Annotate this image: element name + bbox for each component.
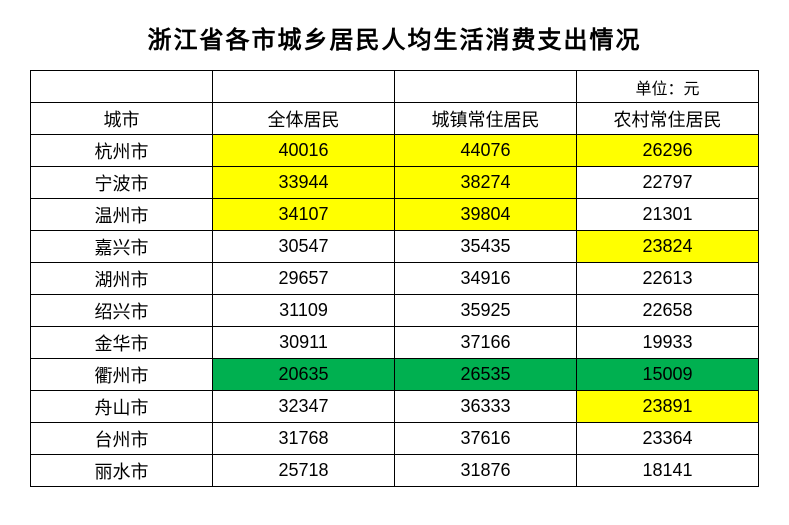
header-row: 城市 全体居民 城镇常住居民 农村常住居民 — [31, 103, 759, 135]
col-header-urban: 城镇常住居民 — [395, 103, 577, 135]
value-cell: 34916 — [395, 263, 577, 295]
value-cell: 36333 — [395, 391, 577, 423]
value-cell: 44076 — [395, 135, 577, 167]
value-cell: 23824 — [577, 231, 759, 263]
col-header-all: 全体居民 — [213, 103, 395, 135]
city-cell: 宁波市 — [31, 167, 213, 199]
blank-cell — [213, 71, 395, 103]
value-cell: 31768 — [213, 423, 395, 455]
value-cell: 30911 — [213, 327, 395, 359]
col-header-rural: 农村常住居民 — [577, 103, 759, 135]
value-cell: 22613 — [577, 263, 759, 295]
city-cell: 衢州市 — [31, 359, 213, 391]
value-cell: 15009 — [577, 359, 759, 391]
value-cell: 32347 — [213, 391, 395, 423]
city-cell: 湖州市 — [31, 263, 213, 295]
city-cell: 丽水市 — [31, 455, 213, 487]
city-cell: 金华市 — [31, 327, 213, 359]
city-cell: 舟山市 — [31, 391, 213, 423]
table-row: 舟山市323473633323891 — [31, 391, 759, 423]
unit-row: 单位：元 — [31, 71, 759, 103]
table-row: 湖州市296573491622613 — [31, 263, 759, 295]
value-cell: 33944 — [213, 167, 395, 199]
city-cell: 台州市 — [31, 423, 213, 455]
city-cell: 杭州市 — [31, 135, 213, 167]
table-row: 嘉兴市305473543523824 — [31, 231, 759, 263]
blank-cell — [31, 71, 213, 103]
value-cell: 26535 — [395, 359, 577, 391]
table-title: 浙江省各市城乡居民人均生活消费支出情况 — [30, 20, 759, 55]
value-cell: 18141 — [577, 455, 759, 487]
table-row: 宁波市339443827422797 — [31, 167, 759, 199]
value-cell: 26296 — [577, 135, 759, 167]
table-row: 金华市309113716619933 — [31, 327, 759, 359]
city-cell: 温州市 — [31, 199, 213, 231]
city-cell: 绍兴市 — [31, 295, 213, 327]
table-row: 绍兴市311093592522658 — [31, 295, 759, 327]
table-row: 丽水市257183187618141 — [31, 455, 759, 487]
value-cell: 39804 — [395, 199, 577, 231]
value-cell: 35435 — [395, 231, 577, 263]
value-cell: 30547 — [213, 231, 395, 263]
value-cell: 38274 — [395, 167, 577, 199]
table-row: 衢州市206352653515009 — [31, 359, 759, 391]
value-cell: 21301 — [577, 199, 759, 231]
value-cell: 35925 — [395, 295, 577, 327]
value-cell: 31876 — [395, 455, 577, 487]
blank-cell — [395, 71, 577, 103]
value-cell: 31109 — [213, 295, 395, 327]
value-cell: 37166 — [395, 327, 577, 359]
table-row: 杭州市400164407626296 — [31, 135, 759, 167]
value-cell: 29657 — [213, 263, 395, 295]
value-cell: 23364 — [577, 423, 759, 455]
value-cell: 23891 — [577, 391, 759, 423]
value-cell: 19933 — [577, 327, 759, 359]
value-cell: 40016 — [213, 135, 395, 167]
table-row: 温州市341073980421301 — [31, 199, 759, 231]
value-cell: 20635 — [213, 359, 395, 391]
unit-label: 单位：元 — [577, 71, 759, 103]
city-cell: 嘉兴市 — [31, 231, 213, 263]
value-cell: 22797 — [577, 167, 759, 199]
value-cell: 34107 — [213, 199, 395, 231]
col-header-city: 城市 — [31, 103, 213, 135]
table-row: 台州市317683761623364 — [31, 423, 759, 455]
value-cell: 22658 — [577, 295, 759, 327]
data-table: 单位：元 城市 全体居民 城镇常住居民 农村常住居民 杭州市4001644076… — [30, 70, 759, 487]
value-cell: 25718 — [213, 455, 395, 487]
value-cell: 37616 — [395, 423, 577, 455]
